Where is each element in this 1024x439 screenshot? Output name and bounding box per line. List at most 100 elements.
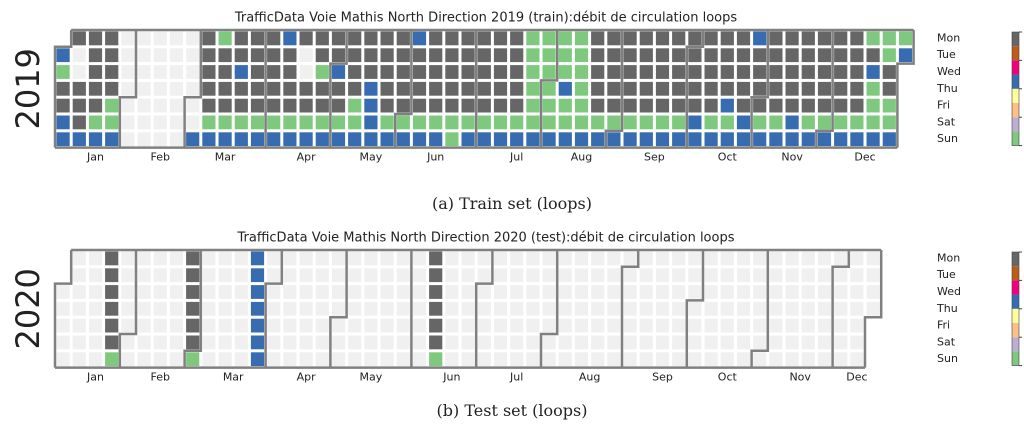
day-cell	[493, 352, 508, 367]
day-cell	[202, 318, 216, 333]
day-cell	[817, 335, 832, 350]
day-cell	[817, 31, 832, 46]
day-cell	[607, 48, 621, 63]
day-cell	[396, 115, 410, 130]
day-cell	[510, 352, 524, 367]
day-cell	[655, 318, 670, 333]
month-label: Jan	[86, 371, 104, 384]
day-cell	[817, 268, 832, 283]
day-cell	[720, 65, 734, 79]
day-cell	[267, 352, 281, 367]
day-cell	[704, 31, 718, 46]
day-cell	[607, 31, 621, 46]
day-cell	[769, 81, 783, 96]
day-cell	[736, 31, 751, 46]
day-cell	[331, 285, 346, 299]
day-cell	[769, 98, 783, 113]
day-cell	[56, 318, 70, 333]
day-cell	[169, 285, 184, 299]
day-cell	[56, 98, 70, 113]
day-cell	[234, 318, 248, 333]
day-cell	[898, 48, 913, 63]
month-label: Mar	[215, 151, 236, 164]
day-cell	[736, 318, 751, 333]
day-cell	[445, 31, 459, 46]
day-cell	[477, 251, 491, 266]
day-cell	[720, 48, 734, 63]
day-cell	[186, 98, 200, 113]
day-cell	[348, 268, 362, 283]
day-cell	[169, 31, 184, 46]
colorbar-bin	[1012, 46, 1019, 61]
day-cell	[753, 48, 767, 63]
day-cell	[461, 31, 475, 46]
day-cell	[736, 48, 751, 63]
day-cell	[882, 115, 896, 130]
day-cell	[542, 65, 556, 79]
day-cell	[623, 132, 637, 147]
day-cell	[121, 132, 135, 147]
day-cell	[688, 301, 702, 316]
day-cell	[623, 251, 637, 266]
day-cell	[639, 352, 653, 367]
day-cell	[186, 268, 200, 283]
day-cell	[817, 132, 832, 147]
day-cell	[526, 352, 540, 367]
day-cell	[607, 285, 621, 299]
day-cell	[299, 65, 313, 79]
day-cell	[574, 65, 589, 79]
day-cell	[234, 98, 248, 113]
day-cell	[574, 318, 589, 333]
day-cell	[331, 251, 346, 266]
day-cell	[169, 65, 184, 79]
day-cell	[331, 301, 346, 316]
day-cell	[218, 251, 232, 266]
day-cell	[882, 65, 896, 79]
day-cell	[834, 268, 848, 283]
day-cell	[882, 81, 896, 96]
day-cell	[704, 301, 718, 316]
day-cell	[591, 352, 605, 367]
day-cell	[510, 98, 524, 113]
day-cell	[866, 65, 880, 79]
day-cell	[801, 65, 815, 79]
day-cell	[623, 81, 637, 96]
day-cell	[412, 48, 427, 63]
day-cell	[882, 48, 896, 63]
day-cell	[526, 268, 540, 283]
day-cell	[704, 48, 718, 63]
day-cell	[283, 48, 297, 63]
day-cell	[753, 81, 767, 96]
day-cell	[672, 285, 686, 299]
day-cell	[801, 132, 815, 147]
day-cell	[801, 98, 815, 113]
day-cell	[477, 48, 491, 63]
day-cell	[704, 115, 718, 130]
day-cell	[169, 335, 184, 350]
day-cell	[785, 65, 799, 79]
day-cell	[169, 301, 184, 316]
day-cell	[218, 98, 232, 113]
day-cell	[202, 301, 216, 316]
day-cell	[655, 48, 670, 63]
day-cell	[299, 251, 313, 266]
day-cell	[785, 132, 799, 147]
day-cell	[121, 301, 135, 316]
day-cell	[834, 81, 848, 96]
day-cell	[72, 352, 86, 367]
colorbar-bin	[1012, 266, 1019, 281]
day-cell	[672, 115, 686, 130]
day-cell	[477, 352, 491, 367]
day-cell	[105, 48, 119, 63]
day-cell	[866, 81, 880, 96]
day-cell	[396, 251, 410, 266]
chart-title: TrafficData Voie Mathis North Direction …	[237, 231, 735, 246]
month-label: May	[360, 371, 383, 384]
day-cell	[623, 31, 637, 46]
day-cell	[202, 98, 216, 113]
day-cell	[445, 98, 459, 113]
day-cell	[105, 251, 119, 266]
day-cell	[72, 268, 86, 283]
day-cell	[639, 285, 653, 299]
day-cell	[574, 81, 589, 96]
